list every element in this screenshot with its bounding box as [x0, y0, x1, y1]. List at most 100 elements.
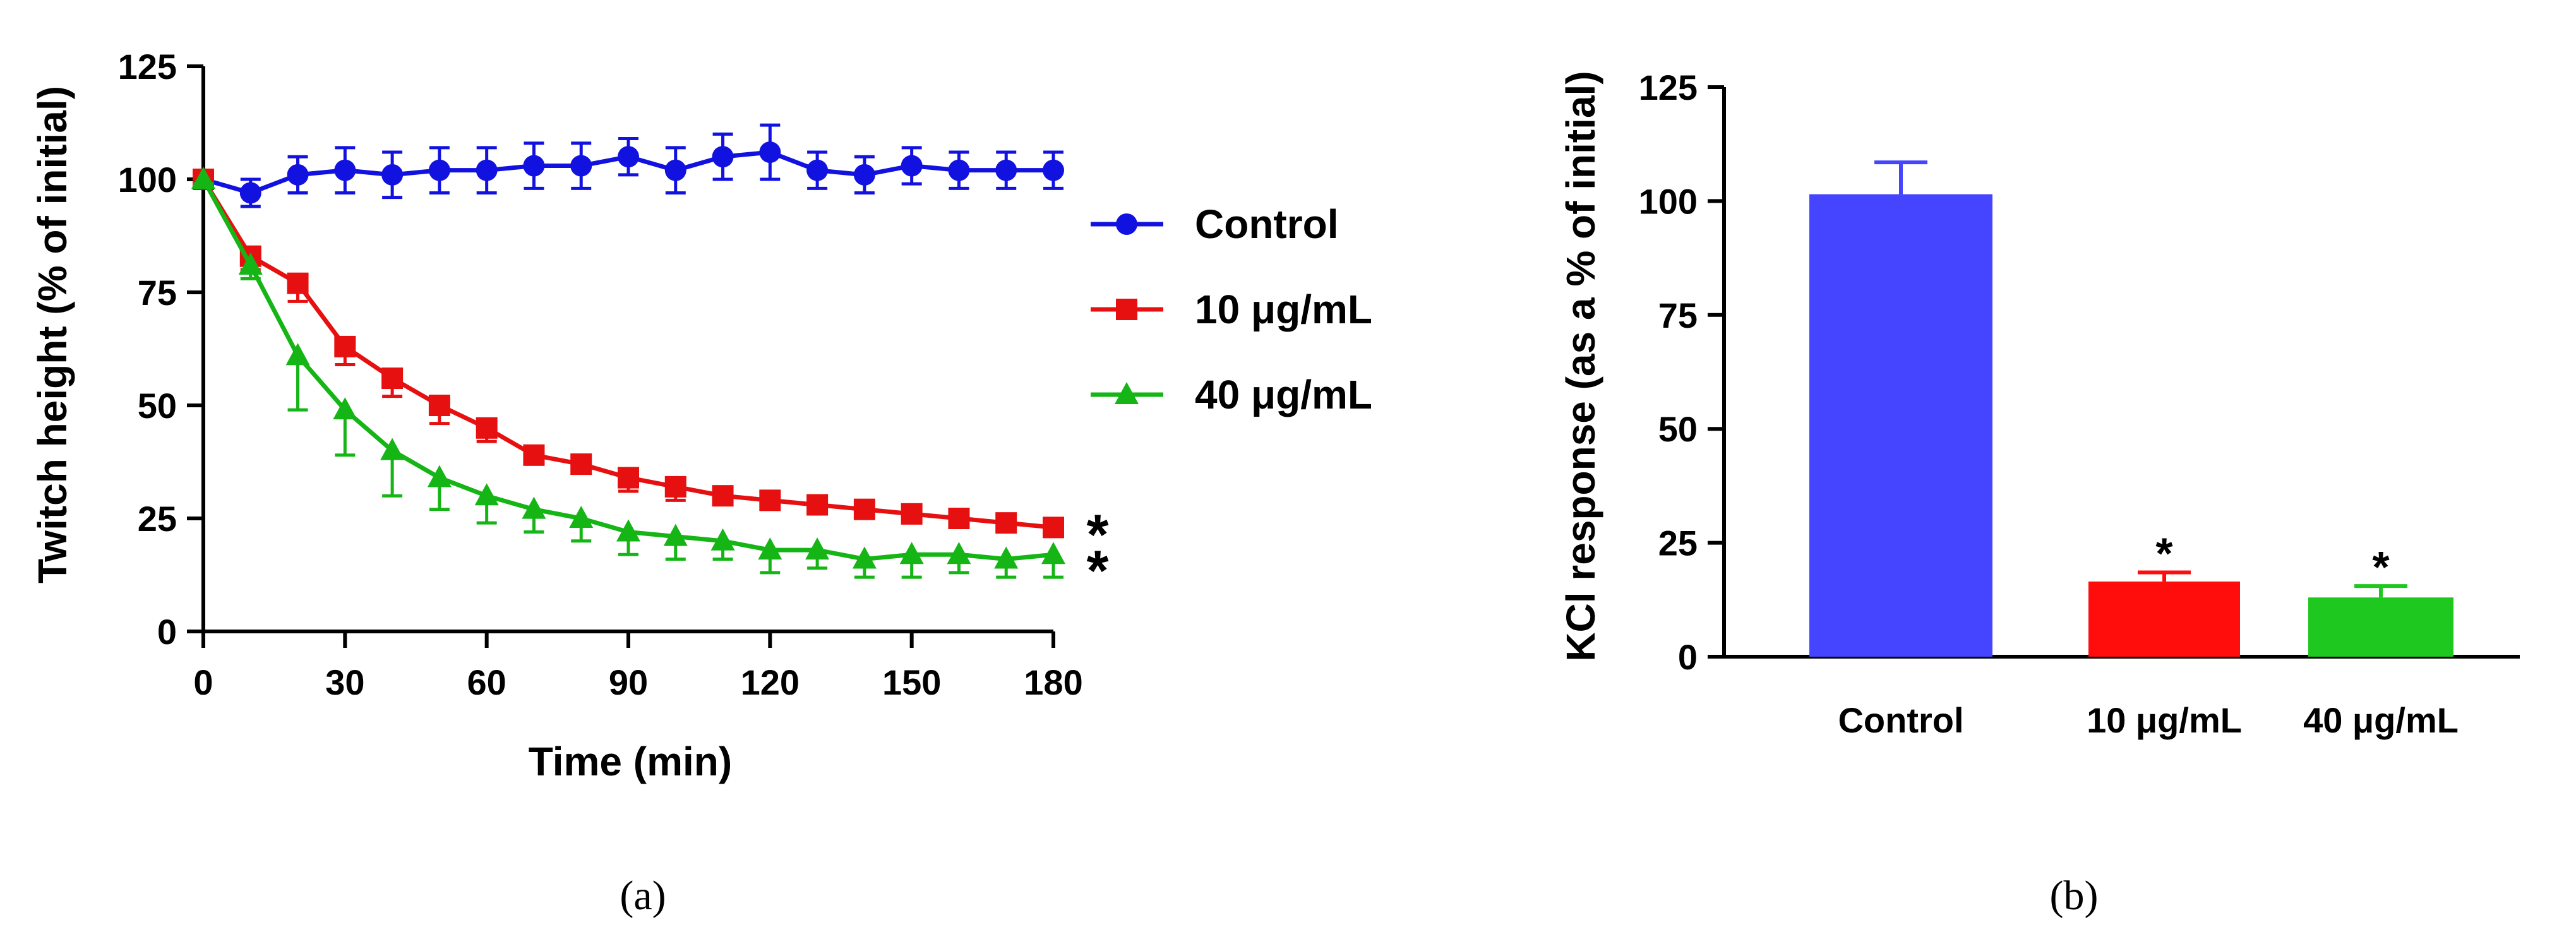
data-point [664, 159, 686, 181]
bar [1809, 194, 1992, 657]
panel-b-y-axis-title: KCl response (as a % of initial) [1558, 71, 1603, 661]
data-point [995, 512, 1017, 534]
panel-a-y-tick-label: 0 [157, 612, 177, 652]
data-point [523, 444, 545, 466]
data-point [428, 159, 450, 181]
panel-a-x-tick-label: 120 [741, 662, 800, 702]
data-point [428, 395, 450, 416]
x-category-label: Control [1838, 700, 1963, 740]
legend-label: 40 μg/mL [1195, 372, 1372, 417]
data-point [618, 467, 639, 489]
significance-marker: * [1086, 503, 1108, 566]
data-point [806, 159, 829, 181]
series-40-ug-ml: * [191, 167, 1109, 602]
data-point [570, 155, 592, 177]
panel-b-axes: 0 25 50 75 100 125 [1639, 68, 2520, 677]
data-point [238, 253, 263, 275]
panel-b-y-tick-label: 25 [1658, 523, 1698, 563]
legend-label: 10 μg/mL [1195, 287, 1372, 332]
series-10-ug-ml: * [193, 169, 1109, 566]
data-point [287, 272, 309, 294]
data-point [569, 506, 594, 528]
data-point [1041, 542, 1065, 565]
data-point [901, 155, 923, 177]
legend-item: Control [1091, 201, 1339, 247]
legend-label: Control [1195, 201, 1339, 247]
data-point [806, 494, 829, 516]
significance-marker: * [2155, 529, 2173, 578]
panel-a-x-tick-label: 0 [193, 662, 213, 702]
data-point [853, 498, 875, 520]
data-point [285, 343, 310, 366]
data-point [759, 489, 781, 511]
data-point [381, 367, 404, 390]
panel-a-x-tick-label: 60 [467, 662, 506, 702]
panel-b-y-tick-label: 50 [1658, 409, 1698, 449]
data-point [759, 141, 781, 164]
panel-a-y-tick-label: 125 [118, 47, 177, 87]
significance-marker: * [1086, 539, 1108, 602]
data-point [1043, 159, 1064, 181]
data-point [1043, 517, 1064, 539]
data-point [476, 417, 498, 439]
data-point [901, 503, 923, 525]
data-point [758, 537, 782, 560]
legend-marker [1116, 213, 1137, 235]
data-point [805, 537, 830, 560]
data-point [712, 485, 734, 507]
data-point [618, 146, 639, 168]
data-point [616, 519, 640, 542]
data-point [334, 159, 356, 181]
panel-a-series: ** [191, 123, 1109, 602]
panel-a-x-tick-label: 180 [1024, 662, 1082, 702]
significance-marker: * [2372, 542, 2390, 592]
legend-item: 40 μg/mL [1091, 372, 1372, 417]
panel-a-x-tick-label: 30 [325, 662, 364, 702]
data-point [191, 167, 215, 189]
data-point [381, 164, 404, 186]
panel-a-y-tick-label: 100 [118, 160, 177, 200]
series-line [201, 178, 1054, 561]
legend-item: 10 μg/mL [1091, 287, 1372, 332]
data-point [712, 146, 734, 168]
panel-b-y-tick-label: 125 [1639, 68, 1698, 107]
panel-b-y-tick-label: 0 [1678, 637, 1698, 677]
panel-b-y-tick-label: 100 [1639, 181, 1698, 221]
panel-b-label: (b) [2050, 873, 2099, 919]
panel-b-y-tick-label: 75 [1658, 296, 1698, 335]
data-point [948, 159, 970, 181]
panel-a-label: (a) [620, 873, 666, 919]
data-point [852, 546, 877, 569]
panel-a-y-axis-title: Twitch height (% of initial) [30, 86, 75, 583]
panel-a-x-tick-label: 90 [609, 662, 648, 702]
data-point [853, 164, 875, 186]
data-point [523, 155, 545, 177]
data-point [899, 542, 924, 565]
data-point [663, 523, 688, 546]
data-point [287, 164, 309, 186]
data-point [710, 528, 735, 551]
panel-a-y-tick-label: 50 [138, 386, 177, 426]
legend-marker [1116, 299, 1137, 320]
data-point [333, 397, 357, 420]
data-point [948, 508, 970, 529]
data-point [664, 475, 686, 498]
data-point [995, 159, 1017, 181]
x-category-label: 40 μg/mL [2303, 700, 2459, 740]
data-point [474, 483, 499, 506]
bar-group-40-ug-ml: 40 μg/mL * [2303, 542, 2459, 740]
bar [2308, 597, 2453, 657]
data-point [522, 496, 546, 519]
data-point [994, 546, 1019, 569]
data-point [239, 182, 261, 204]
data-point [947, 542, 971, 565]
series-control [193, 123, 1064, 208]
data-point [334, 335, 356, 357]
panel-a-x-axis-title: Time (min) [529, 739, 732, 784]
x-category-label: 10 μg/mL [2087, 700, 2242, 740]
panel-a-y-tick-label: 75 [138, 273, 177, 313]
panel-a-y-tick-label: 25 [138, 499, 177, 539]
panel-a-axes: 0 25 50 75 100 125 0 30 60 90 120 150 180 [118, 47, 1083, 702]
